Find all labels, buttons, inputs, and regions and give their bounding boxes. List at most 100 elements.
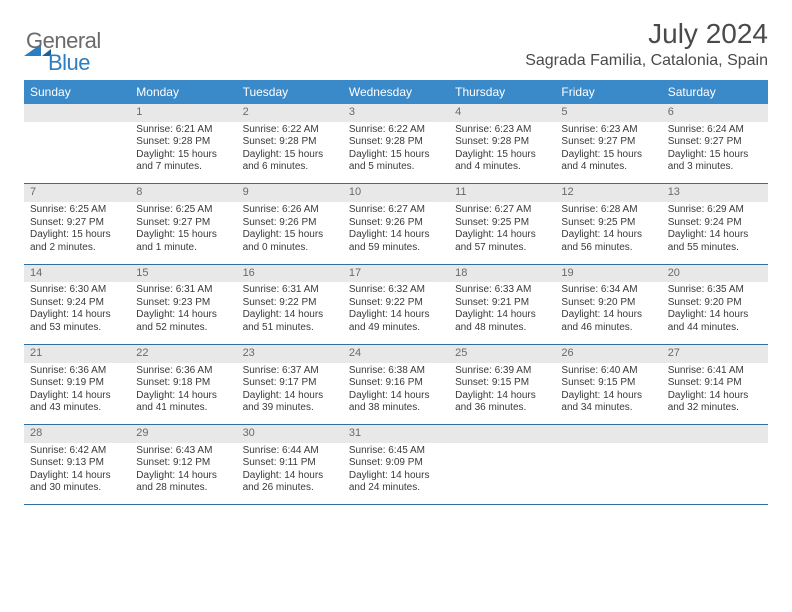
day-cell [449,443,555,505]
daylight-text: Daylight: 15 hours and 1 minute. [136,229,230,254]
day-number: 30 [237,425,343,443]
content-row: Sunrise: 6:30 AMSunset: 9:24 PMDaylight:… [24,282,768,344]
day-cell: Sunrise: 6:41 AMSunset: 9:14 PMDaylight:… [662,363,768,425]
sunset-text: Sunset: 9:18 PM [136,377,230,390]
day-header: Friday [555,80,661,104]
sunrise-text: Sunrise: 6:45 AM [349,445,443,458]
sunset-text: Sunset: 9:28 PM [136,136,230,149]
day-number: 23 [237,344,343,362]
content-row: Sunrise: 6:36 AMSunset: 9:19 PMDaylight:… [24,363,768,425]
sunset-text: Sunset: 9:27 PM [30,217,124,230]
sunset-text: Sunset: 9:20 PM [561,297,655,310]
content-row: Sunrise: 6:25 AMSunset: 9:27 PMDaylight:… [24,202,768,264]
daylight-text: Daylight: 14 hours and 49 minutes. [349,309,443,334]
sunset-text: Sunset: 9:09 PM [349,457,443,470]
sunset-text: Sunset: 9:22 PM [349,297,443,310]
logo-text: General Blue [26,28,101,76]
daylight-text: Daylight: 14 hours and 24 minutes. [349,470,443,495]
day-number: 16 [237,264,343,282]
sunset-text: Sunset: 9:25 PM [455,217,549,230]
sunrise-text: Sunrise: 6:44 AM [243,445,337,458]
page: General Blue July 2024 Sagrada Familia, … [0,0,792,523]
day-cell: Sunrise: 6:30 AMSunset: 9:24 PMDaylight:… [24,282,130,344]
daylight-text: Daylight: 14 hours and 56 minutes. [561,229,655,254]
day-number: 20 [662,264,768,282]
sunrise-text: Sunrise: 6:43 AM [136,445,230,458]
day-cell: Sunrise: 6:44 AMSunset: 9:11 PMDaylight:… [237,443,343,505]
sunrise-text: Sunrise: 6:23 AM [561,124,655,137]
sunset-text: Sunset: 9:20 PM [668,297,762,310]
day-number: 8 [130,184,236,202]
daylight-text: Daylight: 15 hours and 3 minutes. [668,149,762,174]
daynum-row: 21222324252627 [24,344,768,362]
sunrise-text: Sunrise: 6:35 AM [668,284,762,297]
day-number: 28 [24,425,130,443]
day-cell: Sunrise: 6:31 AMSunset: 9:23 PMDaylight:… [130,282,236,344]
sunset-text: Sunset: 9:15 PM [455,377,549,390]
daylight-text: Daylight: 15 hours and 4 minutes. [561,149,655,174]
day-cell: Sunrise: 6:42 AMSunset: 9:13 PMDaylight:… [24,443,130,505]
day-number: 5 [555,104,661,122]
sunrise-text: Sunrise: 6:37 AM [243,365,337,378]
day-number: 25 [449,344,555,362]
sunrise-text: Sunrise: 6:30 AM [30,284,124,297]
day-cell: Sunrise: 6:35 AMSunset: 9:20 PMDaylight:… [662,282,768,344]
day-header: Monday [130,80,236,104]
sunrise-text: Sunrise: 6:31 AM [243,284,337,297]
sunset-text: Sunset: 9:26 PM [349,217,443,230]
sunrise-text: Sunrise: 6:36 AM [30,365,124,378]
daylight-text: Daylight: 15 hours and 2 minutes. [30,229,124,254]
day-cell: Sunrise: 6:45 AMSunset: 9:09 PMDaylight:… [343,443,449,505]
day-cell: Sunrise: 6:24 AMSunset: 9:27 PMDaylight:… [662,122,768,184]
daynum-row: 123456 [24,104,768,122]
daylight-text: Daylight: 14 hours and 39 minutes. [243,390,337,415]
sunset-text: Sunset: 9:15 PM [561,377,655,390]
day-cell: Sunrise: 6:28 AMSunset: 9:25 PMDaylight:… [555,202,661,264]
day-number: 1 [130,104,236,122]
daynum-row: 28293031 [24,425,768,443]
sunset-text: Sunset: 9:27 PM [668,136,762,149]
day-cell: Sunrise: 6:37 AMSunset: 9:17 PMDaylight:… [237,363,343,425]
day-cell [662,443,768,505]
day-number: 27 [662,344,768,362]
day-number: 15 [130,264,236,282]
sunrise-text: Sunrise: 6:21 AM [136,124,230,137]
day-number: 7 [24,184,130,202]
day-cell: Sunrise: 6:27 AMSunset: 9:25 PMDaylight:… [449,202,555,264]
sunset-text: Sunset: 9:22 PM [243,297,337,310]
day-number: 9 [237,184,343,202]
sunrise-text: Sunrise: 6:22 AM [243,124,337,137]
sunrise-text: Sunrise: 6:28 AM [561,204,655,217]
sunrise-text: Sunrise: 6:33 AM [455,284,549,297]
day-number: 3 [343,104,449,122]
day-cell: Sunrise: 6:22 AMSunset: 9:28 PMDaylight:… [237,122,343,184]
daylight-text: Daylight: 15 hours and 6 minutes. [243,149,337,174]
day-cell: Sunrise: 6:22 AMSunset: 9:28 PMDaylight:… [343,122,449,184]
daylight-text: Daylight: 14 hours and 41 minutes. [136,390,230,415]
day-cell: Sunrise: 6:23 AMSunset: 9:28 PMDaylight:… [449,122,555,184]
sunset-text: Sunset: 9:16 PM [349,377,443,390]
sunset-text: Sunset: 9:25 PM [561,217,655,230]
day-cell: Sunrise: 6:39 AMSunset: 9:15 PMDaylight:… [449,363,555,425]
daylight-text: Daylight: 14 hours and 26 minutes. [243,470,337,495]
daylight-text: Daylight: 15 hours and 4 minutes. [455,149,549,174]
daylight-text: Daylight: 14 hours and 48 minutes. [455,309,549,334]
daylight-text: Daylight: 14 hours and 28 minutes. [136,470,230,495]
daylight-text: Daylight: 14 hours and 44 minutes. [668,309,762,334]
day-number: 31 [343,425,449,443]
sunrise-text: Sunrise: 6:39 AM [455,365,549,378]
sunset-text: Sunset: 9:13 PM [30,457,124,470]
sunrise-text: Sunrise: 6:29 AM [668,204,762,217]
day-cell: Sunrise: 6:36 AMSunset: 9:19 PMDaylight:… [24,363,130,425]
daylight-text: Daylight: 14 hours and 43 minutes. [30,390,124,415]
daylight-text: Daylight: 14 hours and 59 minutes. [349,229,443,254]
day-cell: Sunrise: 6:32 AMSunset: 9:22 PMDaylight:… [343,282,449,344]
day-number [555,425,661,443]
daylight-text: Daylight: 14 hours and 32 minutes. [668,390,762,415]
sunrise-text: Sunrise: 6:25 AM [136,204,230,217]
sunset-text: Sunset: 9:14 PM [668,377,762,390]
sunset-text: Sunset: 9:19 PM [30,377,124,390]
day-number: 11 [449,184,555,202]
sunrise-text: Sunrise: 6:41 AM [668,365,762,378]
daylight-text: Daylight: 14 hours and 57 minutes. [455,229,549,254]
